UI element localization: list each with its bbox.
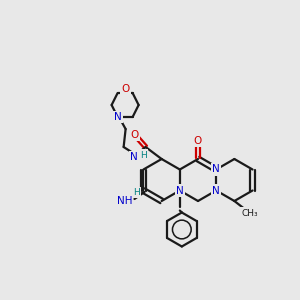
Text: N: N [176, 185, 184, 196]
Text: O: O [130, 130, 139, 140]
Text: N: N [114, 112, 122, 122]
Text: CH₃: CH₃ [241, 208, 258, 217]
Text: H: H [133, 188, 140, 197]
Text: O: O [194, 136, 202, 146]
Text: H: H [140, 151, 147, 160]
Text: O: O [121, 84, 129, 94]
Text: N: N [212, 185, 220, 196]
Text: NH: NH [117, 196, 132, 206]
Text: N: N [130, 152, 137, 162]
Text: N: N [212, 164, 220, 175]
